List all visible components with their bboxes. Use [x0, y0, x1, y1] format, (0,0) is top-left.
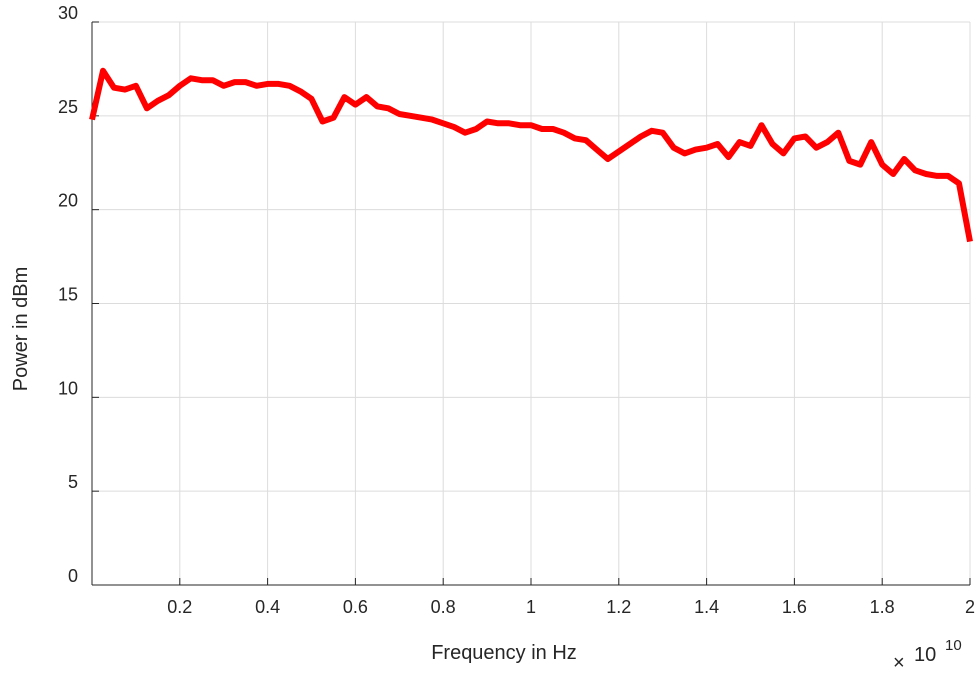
x-tick-label: 2	[965, 597, 975, 617]
y-tick-label: 0	[68, 566, 78, 586]
x-tick-label: 1.6	[782, 597, 807, 617]
x-tick-label: 0.6	[343, 597, 368, 617]
y-tick-label: 30	[58, 3, 78, 23]
x-tick-label: 0.2	[167, 597, 192, 617]
x-tick-label: 1.4	[694, 597, 719, 617]
series-line	[89, 67, 973, 243]
y-tick-label: 20	[58, 191, 78, 211]
x-tick-label: 1.8	[870, 597, 895, 617]
x-tick-label: 1	[526, 597, 536, 617]
x-tick-label: 0.8	[431, 597, 456, 617]
y-axis-label: Power in dBm	[10, 267, 32, 392]
y-tick-label: 5	[68, 472, 78, 492]
x-exponent-label: 10	[945, 637, 962, 654]
y-tick-label: 25	[58, 97, 78, 117]
x-exponent-base: 10	[914, 644, 936, 666]
x-exponent-multiplier: ×	[893, 652, 905, 674]
x-grid-lines	[179, 22, 971, 585]
x-tick-label: 0.4	[255, 597, 280, 617]
x-axis-label: Frequency in Hz	[431, 642, 577, 664]
y-tick-label: 10	[58, 378, 78, 398]
series-group	[89, 67, 973, 243]
x-tick-label: 1.2	[606, 597, 631, 617]
x-tick-labels: 0.2 0.4 0.6 0.8 1 1.2 1.4 1.6 1.8 2	[167, 578, 975, 617]
y-tick-label: 15	[58, 285, 78, 305]
y-tick-labels: 0 5 10 15 20 25 30	[58, 3, 99, 586]
